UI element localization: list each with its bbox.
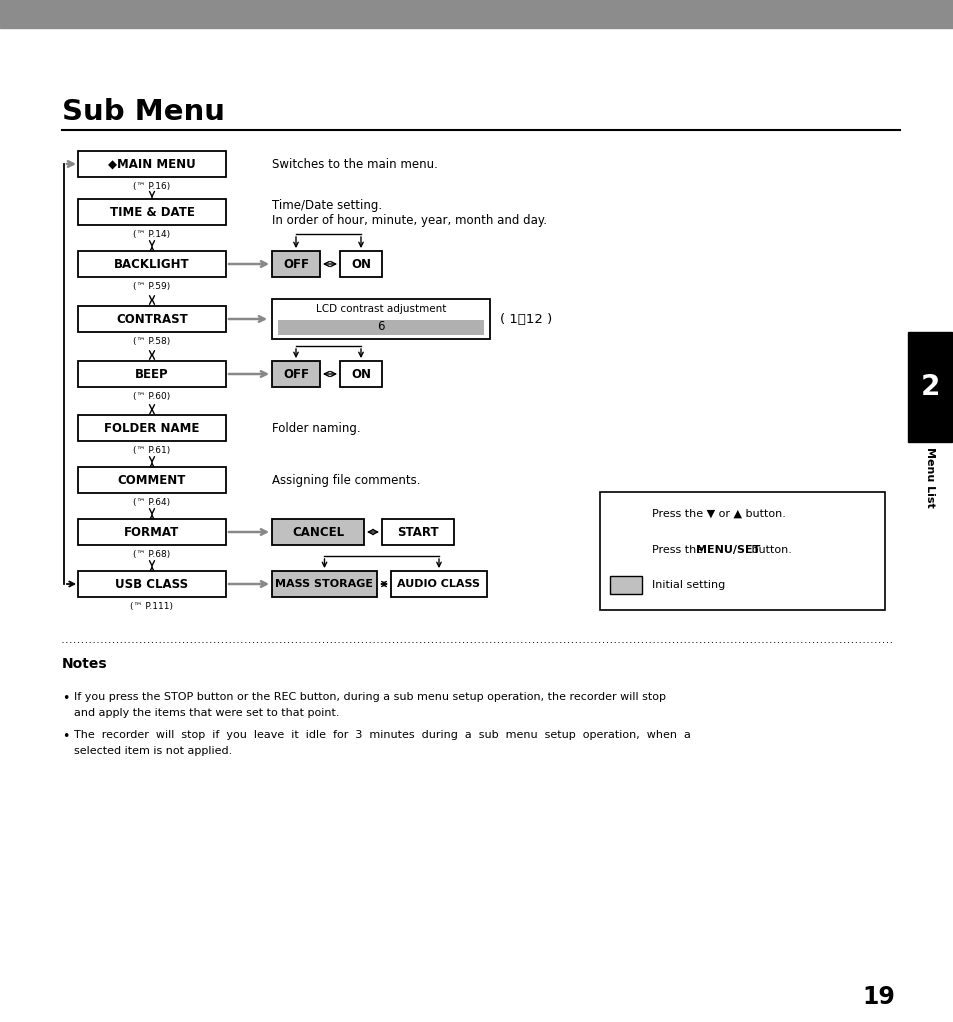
FancyBboxPatch shape	[78, 415, 226, 442]
FancyBboxPatch shape	[78, 306, 226, 332]
Text: AUDIO CLASS: AUDIO CLASS	[397, 579, 480, 589]
Text: selected item is not applied.: selected item is not applied.	[74, 746, 232, 756]
Text: button.: button.	[747, 545, 791, 555]
Text: (™ P.58): (™ P.58)	[133, 336, 171, 345]
Text: 2: 2	[920, 373, 939, 401]
FancyBboxPatch shape	[272, 251, 319, 277]
Bar	[907, 332, 951, 442]
FancyBboxPatch shape	[272, 361, 319, 387]
Text: (™ P.111): (™ P.111)	[131, 602, 173, 610]
Text: Press the ▼ or ▲ button.: Press the ▼ or ▲ button.	[651, 509, 785, 519]
Text: COMMENT: COMMENT	[117, 473, 186, 486]
Text: ( 1～12 ): ( 1～12 )	[499, 313, 552, 325]
Text: 6: 6	[376, 320, 384, 332]
FancyBboxPatch shape	[78, 519, 226, 545]
Text: In order of hour, minute, year, month and day.: In order of hour, minute, year, month an…	[272, 214, 546, 227]
FancyBboxPatch shape	[78, 467, 226, 493]
Text: ON: ON	[351, 258, 371, 271]
Text: (™ P.60): (™ P.60)	[133, 391, 171, 401]
Bar	[277, 320, 483, 335]
Text: USB CLASS: USB CLASS	[115, 577, 189, 591]
Text: Assigning file comments.: Assigning file comments.	[272, 473, 420, 486]
FancyBboxPatch shape	[391, 571, 486, 597]
Text: (™ P.16): (™ P.16)	[133, 182, 171, 190]
FancyBboxPatch shape	[78, 251, 226, 277]
Text: Notes: Notes	[62, 657, 108, 671]
Bar	[0, 0, 953, 28]
Text: BACKLIGHT: BACKLIGHT	[114, 258, 190, 271]
FancyBboxPatch shape	[381, 519, 454, 545]
Text: CANCEL: CANCEL	[292, 525, 344, 539]
Text: (™ P.61): (™ P.61)	[133, 446, 171, 455]
Text: ON: ON	[351, 368, 371, 380]
Bar	[609, 576, 641, 594]
Text: Switches to the main menu.: Switches to the main menu.	[272, 157, 437, 171]
Text: MASS STORAGE: MASS STORAGE	[275, 579, 374, 589]
Text: (™ P.68): (™ P.68)	[133, 550, 171, 558]
Text: START: START	[396, 525, 438, 539]
Text: Folder naming.: Folder naming.	[272, 421, 360, 434]
Text: Initial setting: Initial setting	[651, 580, 724, 590]
Text: OFF: OFF	[283, 368, 309, 380]
Text: Press the: Press the	[651, 545, 706, 555]
Text: If you press the STOP button or the REC button, during a sub menu setup operatio: If you press the STOP button or the REC …	[74, 692, 665, 702]
Text: MENU/SET: MENU/SET	[696, 545, 760, 555]
Text: TIME & DATE: TIME & DATE	[110, 205, 194, 219]
Text: The  recorder  will  stop  if  you  leave  it  idle  for  3  minutes  during  a : The recorder will stop if you leave it i…	[74, 730, 690, 740]
FancyBboxPatch shape	[272, 571, 376, 597]
FancyBboxPatch shape	[272, 519, 364, 545]
FancyBboxPatch shape	[78, 199, 226, 225]
Text: Menu List: Menu List	[924, 447, 934, 507]
Text: OFF: OFF	[283, 258, 309, 271]
Text: •: •	[62, 692, 70, 705]
Text: FORMAT: FORMAT	[124, 525, 179, 539]
Text: LCD contrast adjustment: LCD contrast adjustment	[315, 304, 446, 314]
Text: 19: 19	[862, 985, 894, 1009]
FancyBboxPatch shape	[339, 361, 381, 387]
FancyBboxPatch shape	[78, 361, 226, 387]
Text: •: •	[62, 730, 70, 743]
FancyBboxPatch shape	[339, 251, 381, 277]
Text: (™ P.64): (™ P.64)	[133, 498, 171, 507]
Text: FOLDER NAME: FOLDER NAME	[104, 421, 199, 434]
Text: and apply the items that were set to that point.: and apply the items that were set to tha…	[74, 708, 339, 718]
FancyBboxPatch shape	[78, 571, 226, 597]
Text: (™ P.14): (™ P.14)	[133, 230, 171, 238]
Text: Sub Menu: Sub Menu	[62, 98, 225, 126]
Text: ◆MAIN MENU: ◆MAIN MENU	[108, 157, 195, 171]
Text: Time/Date setting.: Time/Date setting.	[272, 198, 382, 212]
Text: BEEP: BEEP	[135, 368, 169, 380]
FancyBboxPatch shape	[272, 299, 490, 339]
FancyBboxPatch shape	[599, 492, 884, 610]
Text: CONTRAST: CONTRAST	[116, 313, 188, 325]
Text: (™ P.59): (™ P.59)	[133, 281, 171, 290]
FancyBboxPatch shape	[78, 151, 226, 177]
